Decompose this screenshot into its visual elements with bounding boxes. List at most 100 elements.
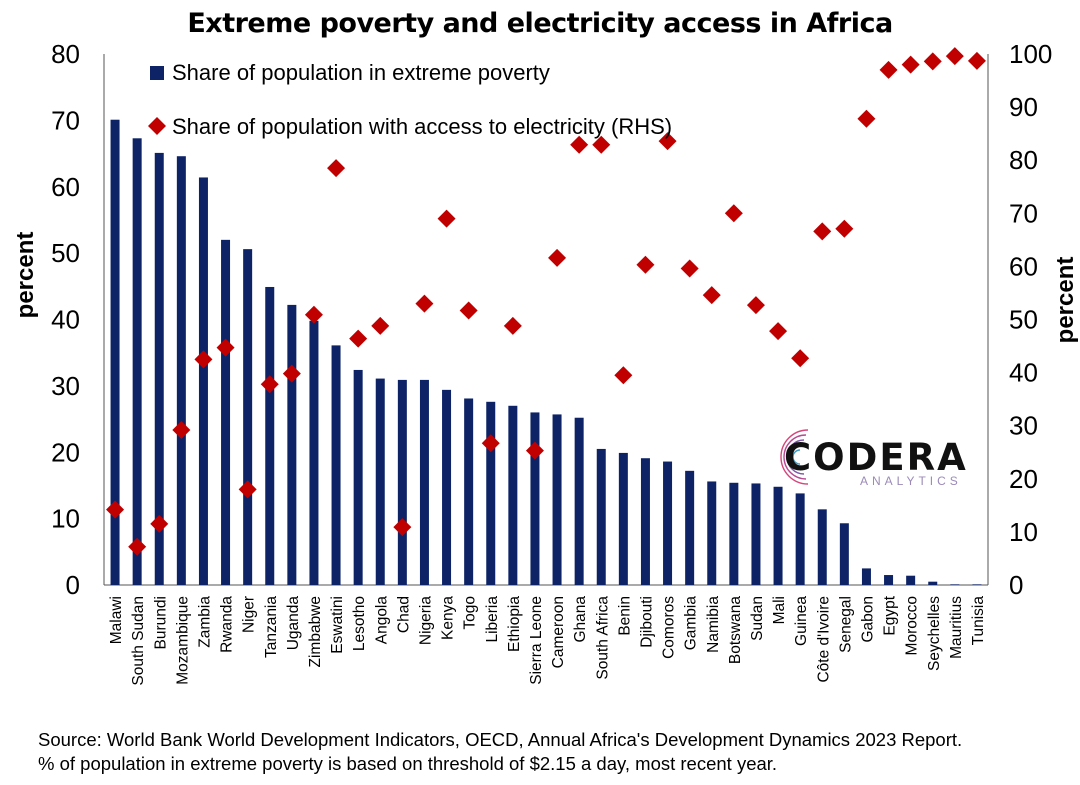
bar	[729, 482, 739, 585]
bar	[221, 239, 231, 585]
electricity-marker	[636, 255, 655, 274]
legend-marker-label: Share of population with access to elect…	[172, 114, 672, 139]
y-tick-label: 20	[51, 437, 80, 467]
electricity-marker	[813, 222, 832, 241]
source-line-2: % of population in extreme poverty is ba…	[38, 753, 778, 774]
bar	[442, 389, 452, 585]
y-tick-label: 30	[51, 371, 80, 401]
bar	[574, 417, 584, 585]
x-tick-label: Angola	[373, 596, 390, 645]
electricity-marker	[304, 305, 323, 324]
source-line-1: Source: World Bank World Development Ind…	[38, 729, 963, 750]
bar	[839, 523, 849, 585]
x-tick-label: Mali	[771, 596, 788, 624]
logo-tagline: ANALYTICS	[860, 474, 962, 488]
x-tick-label: Cameroon	[550, 596, 567, 668]
electricity-marker	[393, 518, 412, 537]
bar	[972, 584, 982, 585]
x-tick-label: South Sudan	[130, 596, 147, 686]
electricity-marker	[769, 322, 788, 341]
bar	[596, 448, 606, 585]
y-tick-label: 10	[51, 504, 80, 534]
y2-tick-label: 0	[1009, 570, 1023, 600]
x-tick-label: Benin	[616, 596, 633, 636]
chart-title: Extreme poverty and electricity access i…	[187, 8, 893, 39]
bar	[464, 398, 474, 585]
electricity-marker	[459, 301, 478, 320]
codera-logo-mark-icon	[780, 429, 809, 485]
bar	[243, 249, 253, 585]
electricity-marker	[570, 135, 589, 154]
y-axis-title: percent	[12, 232, 39, 319]
y-tick-label: 60	[51, 172, 80, 202]
bar	[773, 486, 783, 585]
x-tick-label: Uganda	[285, 596, 302, 651]
electricity-marker	[415, 294, 434, 313]
bar	[309, 320, 319, 585]
y-tick-label: 40	[51, 305, 80, 335]
logo-wordmark: CODERA	[784, 436, 968, 479]
bar	[331, 345, 341, 585]
electricity-marker	[879, 60, 898, 79]
x-tick-label: Namibia	[705, 596, 722, 653]
x-tick-label: Comoros	[661, 596, 678, 659]
y-tick-label: 70	[51, 105, 80, 135]
x-tick-label: Burundi	[152, 596, 169, 649]
y2-tick-label: 30	[1009, 411, 1038, 441]
electricity-marker	[238, 480, 257, 499]
x-tick-label: South Africa	[594, 596, 611, 680]
x-tick-label: Côte d'Ivoire	[815, 596, 832, 683]
codera-logo: CODERA ANALYTICS	[768, 422, 978, 492]
electricity-marker	[835, 219, 854, 238]
electricity-marker	[548, 248, 567, 267]
x-tick-label: Egypt	[882, 595, 899, 635]
electricity-marker	[327, 159, 346, 178]
x-tick-label: Morocco	[904, 596, 921, 655]
bar	[928, 581, 938, 585]
x-tick-label: Togo	[462, 596, 479, 630]
electricity-marker	[106, 500, 125, 519]
legend-bar-label: Share of population in extreme poverty	[172, 60, 550, 85]
y2-tick-label: 50	[1009, 305, 1038, 335]
bar	[884, 575, 894, 585]
y-tick-label: 50	[51, 238, 80, 268]
bar	[132, 138, 142, 585]
x-tick-label: Seychelles	[926, 596, 943, 671]
y2-tick-label: 100	[1009, 39, 1052, 69]
bar	[618, 452, 628, 585]
y2-tick-label: 60	[1009, 251, 1038, 281]
bar	[419, 379, 429, 585]
bar	[154, 152, 164, 585]
x-tick-label: Zambia	[196, 596, 213, 648]
x-tick-label: Liberia	[484, 596, 501, 643]
bar	[353, 369, 363, 585]
electricity-marker	[194, 350, 213, 369]
bar	[265, 286, 275, 585]
bar	[552, 414, 562, 585]
y2-tick-label: 20	[1009, 464, 1038, 494]
y2-tick-label: 90	[1009, 92, 1038, 122]
bar	[530, 412, 540, 585]
bar	[287, 304, 297, 585]
bar	[375, 378, 385, 585]
electricity-marker	[592, 135, 611, 154]
x-tick-label: Gabon	[859, 596, 876, 643]
x-tick-label: Djibouti	[638, 596, 655, 648]
bar	[861, 568, 871, 585]
x-tick-label: Kenya	[440, 596, 457, 640]
electricity-marker	[746, 296, 765, 315]
electricity-marker	[857, 109, 876, 128]
x-tick-label: Sudan	[749, 596, 766, 641]
bar	[486, 401, 496, 585]
electricity-marker	[481, 434, 500, 453]
electricity-marker	[791, 349, 810, 368]
y-tick-label: 0	[66, 570, 80, 600]
x-tick-label: Ethiopia	[506, 596, 523, 652]
x-tick-label: Gambia	[683, 596, 700, 651]
bar	[751, 483, 761, 585]
x-tick-label: Guinea	[793, 596, 810, 646]
x-tick-label: Malawi	[108, 596, 125, 644]
y2-tick-label: 10	[1009, 517, 1038, 547]
electricity-marker	[658, 132, 677, 151]
x-tick-label: Eswatini	[329, 596, 346, 654]
